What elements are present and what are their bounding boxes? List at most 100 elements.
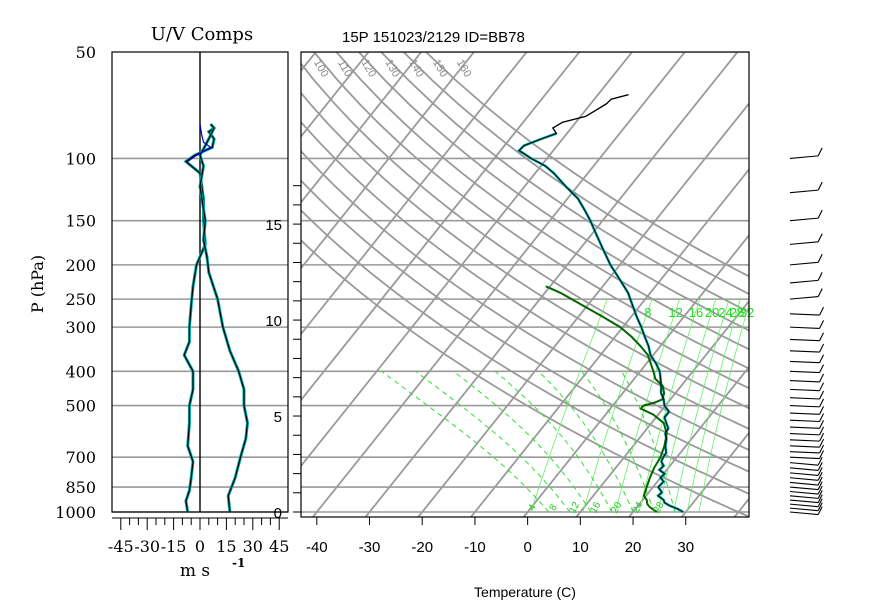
wind-barb-staff [789,472,819,476]
temperature-tick-label: -10 [464,539,486,556]
uv-pressure-tick-label: 150 [65,212,96,231]
wind-barb-flag [817,485,823,495]
wet-adiabat-label: 20 [609,500,624,516]
wind-barb-staff [789,439,820,442]
wind-barb-staff [789,477,819,481]
moist-adiabat-line [453,370,592,513]
uv-x-tick-label: -15 [161,537,187,556]
uv-pressure-tick-label: 200 [65,256,96,275]
wind-barb-flag [819,420,825,429]
wind-barb-staff [789,495,819,499]
wet-adiabat-label: 16 [588,500,603,516]
wind-barb-staff [789,503,819,508]
wind-barb-staff [789,279,819,284]
mixing-ratio-label: 8 [644,305,651,320]
isotherm-line [785,18,887,520]
dry-adiabat-line [301,179,749,473]
wind-barb-flag [817,456,823,466]
wind-barb-staff [789,296,819,300]
dry-adiabat-line [402,52,749,296]
dry-adiabat-label: 120 [359,58,379,80]
mixing-ratio-line [582,298,653,513]
wind-barb-staff [789,481,819,486]
temperature-tick-label: -20 [411,539,433,556]
wind-barb-flag [819,438,825,448]
sounding-profile-outline [518,94,684,513]
wind-barb-staff [789,433,820,436]
wind-barb-flag [817,272,823,281]
uv-gridlines [112,52,288,513]
wind-barb-flag [817,498,823,507]
temperature-tick-label: 0 [523,539,531,556]
wind-barb-staff [789,419,820,423]
mixing-ratio-line [686,298,741,513]
uv-x-tick-label: 15 [216,537,236,556]
uv-pressure-tick-label: 400 [65,362,96,381]
mixing-ratio-line [530,298,608,513]
dry-adiabat-line [301,62,749,390]
moist-adiabat-line [621,371,676,513]
isotherm-line [364,52,739,517]
wet-adiabat-label: 4 [526,502,539,513]
wind-barb-flag [819,432,825,442]
isotherm-line [311,52,686,517]
uv-xlabel-superscript: -1 [232,556,245,570]
dry-adiabat-label: 110 [335,58,354,79]
temperature-tick-label: 10 [572,539,589,556]
wind-barb-staff [789,380,820,383]
temperature-tick-label: -40 [306,539,328,556]
sounding-profile-line [545,285,668,513]
skewt-xlabel: Temperature (C) [474,584,576,600]
mixing-ratio-label: 32 [740,305,754,320]
temperature-tick-label: 30 [677,539,694,556]
wind-barb-flag [817,472,823,481]
dry-adiabat-line [301,209,749,495]
uv-ylabel: P (hPa) [28,255,47,313]
uv-x-tick-label: 45 [269,537,289,556]
dry-adiabat-line [301,120,749,430]
uv-pressure-tick-label: 500 [65,397,96,416]
wind-barb-flag [817,476,823,486]
mixing-ratio-label: 28 [730,305,744,320]
wind-barb-flag [819,343,825,353]
wind-barb-flag [817,462,823,471]
temperature-tick-label: -30 [359,539,381,556]
wind-barb-staff [789,261,819,266]
wind-barb-flag [817,147,823,157]
uv-x-tick-label: 30 [243,537,263,556]
wind-barbs [789,147,825,516]
mixing-ratio-label: 16 [689,305,703,320]
uv-pressure-tick-label: 1000 [55,503,96,522]
dry-adiabat-line [301,149,749,451]
temperature-tick-label: 20 [625,539,642,556]
uv-pressure-tick-label: 850 [65,478,96,497]
wind-barb-flag [819,373,825,383]
uv-profile-V-shadow [198,127,250,513]
dry-adiabat-label: 100 [311,58,331,80]
uv-pressure-tick-label: 300 [65,318,96,337]
wind-barb-staff [789,511,819,516]
wind-barb-flag [817,490,823,499]
wind-barb-flag [819,306,825,316]
dry-adiabat-line [357,52,749,332]
mixing-ratio-line [698,302,749,513]
dry-adiabat-line [312,52,749,370]
dry-adiabat-line [301,239,749,517]
wind-barb-flag [817,502,823,511]
isotherm-line [522,233,749,517]
height-tick-label: 5 [274,409,282,426]
height-tick-label: 10 [265,313,282,330]
wind-barb-flag [817,288,823,297]
wind-barb-flag [817,481,823,490]
wind-barb-staff [789,217,819,222]
wet-adiabat-label: 24 [630,500,645,516]
isotherm-line [301,52,423,204]
wind-barb-flag [819,354,825,363]
uv-pressure-tick-labels: 50 100 150 200 250 300 400 500 700 850 1000 [55,43,96,522]
isotherm-line [575,299,749,517]
wind-barb-flag [817,209,823,219]
wind-barb-staff [789,360,820,364]
wind-barb-staff [789,397,820,400]
dry-adiabat-label: 160 [454,58,474,80]
